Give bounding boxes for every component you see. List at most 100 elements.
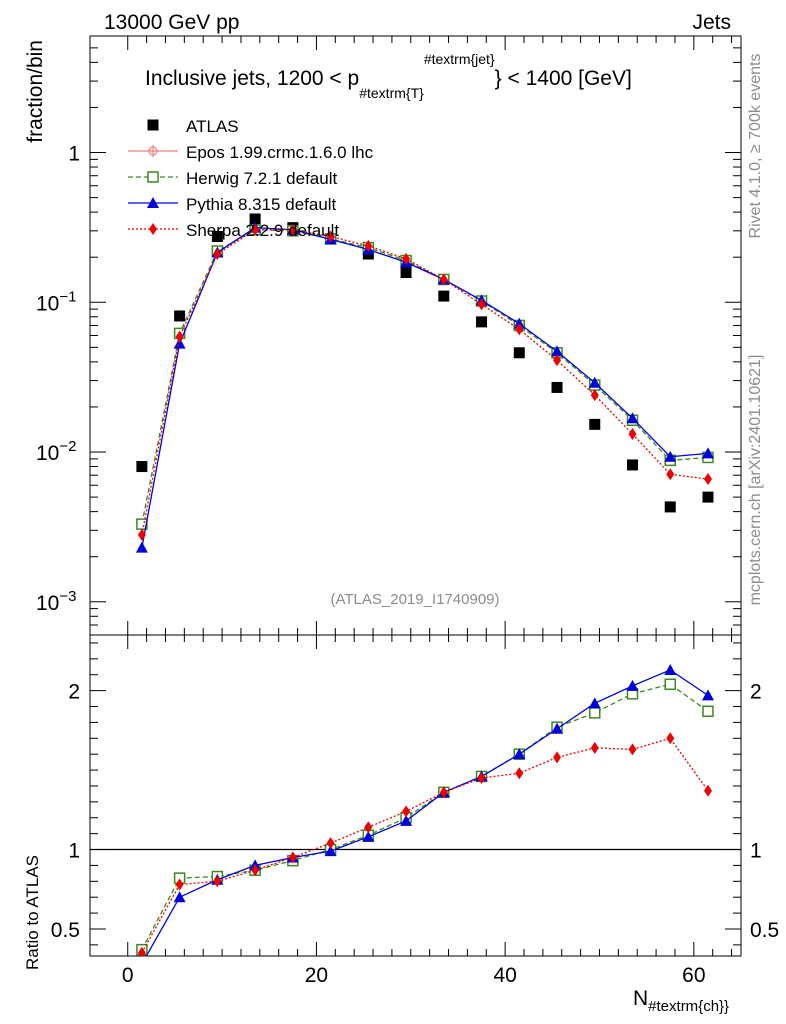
ratio-line-pythia: [145, 669, 709, 956]
ratio-point-herwig: [589, 707, 601, 719]
series-pythia: [135, 221, 714, 553]
point-pythia: [173, 337, 186, 349]
point-atlas: [627, 459, 638, 471]
series-line-pythia: [141, 226, 709, 548]
ratio-y-tick-label: 1: [68, 840, 80, 863]
y-tick-label: 10−3: [36, 588, 76, 615]
ratio-point-sherpa: [402, 805, 411, 818]
y-tick-label-exponent: −1: [59, 288, 76, 305]
y-tick-label: 10−1: [36, 288, 76, 315]
mcplots-source-label: mcplots.cern.ch [arXiv:2401.10621]: [747, 355, 764, 606]
point-sherpa: [288, 223, 297, 236]
point-sherpa: [213, 248, 222, 261]
ratio-series-sherpa: [137, 732, 712, 956]
x-axis-title-subscript: #textrm{ch}}: [648, 998, 729, 1015]
ratio-y-tick-label-right: 0.5: [750, 919, 779, 942]
point-sherpa: [553, 354, 562, 367]
ratio-point-sherpa: [703, 784, 712, 797]
point-pythia: [588, 376, 601, 388]
legend-entry-atlas: ATLAS: [147, 117, 239, 136]
ratio-point-herwig: [702, 705, 714, 718]
point-atlas: [438, 290, 450, 302]
point-pythia: [135, 541, 148, 553]
main-axis-ticks: 10−310−210−11: [36, 35, 741, 636]
point-pythia: [701, 447, 714, 459]
ratio-y-tick-label: 0.5: [51, 919, 80, 942]
point-sherpa: [326, 230, 335, 243]
x-tick-label: 40: [493, 964, 516, 987]
ratio-line-herwig: [141, 683, 709, 950]
ratio-point-pythia: [626, 679, 639, 691]
ratio-point-sherpa: [251, 864, 260, 877]
legend-entry-sherpa: Sherpa 2.2.9 default: [128, 221, 339, 240]
series-atlas: [136, 213, 714, 513]
point-sherpa: [364, 239, 373, 252]
plot-title-subscript: #textrm{T}: [359, 85, 424, 101]
series-line-herwig: [141, 229, 709, 525]
ratio-point-sherpa: [590, 741, 599, 754]
point-pythia: [551, 345, 564, 357]
legend-label-atlas: ATLAS: [186, 117, 239, 136]
ratio-series-layer: [136, 663, 714, 956]
point-atlas: [664, 501, 676, 513]
legend-entry-epos: Epos 1.99.crmc.1.6.0 lhc: [128, 143, 374, 162]
point-sherpa: [137, 528, 146, 541]
plot-title-prefix: Inclusive jets, 1200 < p: [145, 67, 359, 90]
point-atlas: [551, 381, 563, 393]
y-axis-title: fraction/bin: [24, 40, 47, 143]
point-atlas: [136, 461, 148, 473]
point-pythia: [626, 412, 639, 424]
ratio-series-pythia: [145, 663, 714, 956]
point-sherpa: [439, 273, 448, 286]
legend-marker-atlas: [147, 119, 159, 131]
ratio-y-tick-label-right: 1: [750, 840, 762, 863]
point-atlas: [249, 213, 261, 225]
point-sherpa: [628, 427, 637, 440]
point-atlas: [513, 347, 525, 359]
ratio-point-pythia: [362, 830, 375, 842]
x-axis-title: N#textrm{ch}}: [633, 987, 729, 1015]
legend: ATLAS Epos 1.99.crmc.1.6.0 lhc Herwig 7.2.…: [128, 117, 374, 240]
legend-label-epos: Epos 1.99.crmc.1.6.0 lhc: [186, 143, 374, 162]
legend-marker-pythia: [147, 197, 159, 208]
ratio-point-sherpa: [439, 786, 448, 799]
y-tick-label-base: 10: [36, 442, 59, 465]
header-energy-label: 13000 GeV pp: [104, 11, 239, 34]
plot-title-superscript: #textrm{jet}: [424, 51, 495, 67]
legend-marker-sherpa: [149, 223, 157, 235]
plot-title-suffix: } < 1400 [GeV]: [495, 67, 632, 90]
y-tick-label-base: 10: [36, 592, 59, 615]
y-tick-label-exponent: −2: [59, 438, 76, 455]
ratio-point-herwig: [664, 678, 676, 691]
ratio-line-sherpa: [141, 737, 709, 954]
series-line-sherpa: [141, 229, 709, 535]
legend-entry-herwig: Herwig 7.2.1 default: [128, 169, 337, 188]
legend-label-pythia: Pythia 8.315 default: [186, 195, 337, 214]
rivet-version-label: Rivet 4.1.0, ≥ 700k events: [747, 54, 764, 239]
ratio-point-sherpa: [137, 946, 146, 956]
ratio-point-sherpa: [553, 751, 562, 764]
ratio-axis-title: Ratio to ATLAS: [23, 855, 42, 970]
legend-label-herwig: Herwig 7.2.1 default: [186, 169, 337, 188]
point-atlas: [211, 230, 223, 242]
point-atlas: [400, 267, 412, 279]
ratio-point-sherpa: [175, 878, 184, 891]
analysis-watermark: (ATLAS_2019_I1740909): [330, 591, 499, 608]
series-sherpa: [137, 223, 712, 541]
point-sherpa: [590, 389, 599, 402]
ratio-point-sherpa: [213, 875, 222, 888]
ratio-point-pythia: [664, 663, 677, 675]
x-tick-label: 0: [122, 964, 134, 987]
y-tick-label: 1: [68, 143, 80, 166]
x-tick-label: 20: [305, 964, 328, 987]
point-sherpa: [477, 298, 486, 311]
point-sherpa: [515, 323, 524, 336]
ratio-point-sherpa: [326, 837, 335, 850]
point-pythia: [664, 450, 677, 462]
y-tick-label: 10−2: [36, 438, 76, 465]
ratio-point-sherpa: [666, 732, 675, 745]
legend-label-sherpa: Sherpa 2.2.9 default: [186, 221, 339, 240]
ratio-point-sherpa: [515, 767, 524, 780]
ratio-axis-ticks: 0 20 40 60 0.5 0.5 1 1 2 2: [51, 635, 779, 987]
